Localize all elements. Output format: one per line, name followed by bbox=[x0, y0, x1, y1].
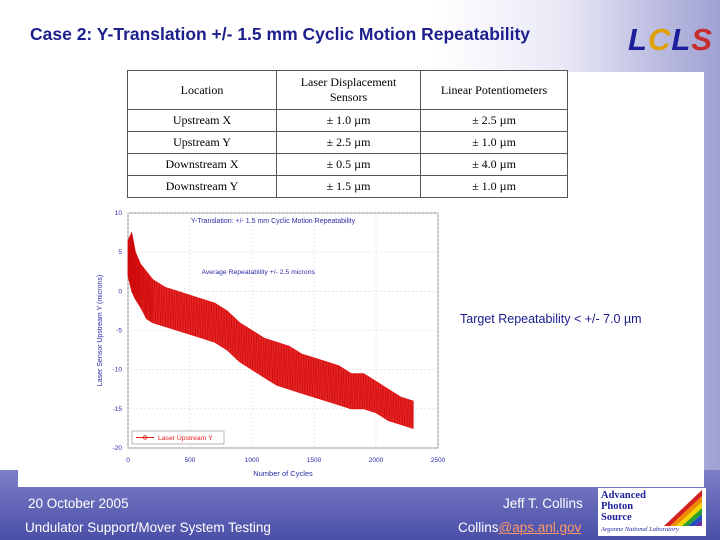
y-tick-label: 0 bbox=[118, 288, 122, 295]
y-tick-label: -20 bbox=[113, 445, 123, 452]
email-name: Collins bbox=[458, 520, 499, 535]
footer-date: 20 October 2005 bbox=[28, 496, 129, 511]
table-header: Laser Displacement Sensors bbox=[276, 70, 421, 110]
footer-project: Undulator Support/Mover System Testing bbox=[25, 520, 271, 535]
rainbow-logo-icon bbox=[664, 490, 702, 526]
y-tick-label: -10 bbox=[113, 367, 123, 374]
repeatability-table: Location Laser Displacement Sensors Line… bbox=[127, 70, 568, 198]
table-row: Downstream Y ± 1.5 µm ± 1.0 µm bbox=[127, 175, 568, 198]
table-cell: Upstream Y bbox=[127, 131, 277, 154]
table-cell: ± 4.0 µm bbox=[420, 153, 568, 176]
table-header-row: Location Laser Displacement Sensors Line… bbox=[127, 70, 568, 110]
x-tick-label: 500 bbox=[185, 457, 196, 464]
x-tick-label: 2000 bbox=[369, 457, 384, 464]
email-link[interactable]: @aps.anl.gov bbox=[498, 520, 582, 535]
x-tick-label: 1000 bbox=[245, 457, 260, 464]
table-row: Upstream X ± 1.0 µm ± 2.5 µm bbox=[127, 109, 568, 132]
target-repeatability-note: Target Repeatability < +/- 7.0 µm bbox=[460, 312, 642, 326]
table-cell: ± 1.5 µm bbox=[276, 175, 421, 198]
table-cell: Downstream Y bbox=[127, 175, 277, 198]
repeatability-chart: 0 500 1000 1500 2000 2500 10 5 0 -5 -10 -15 -20 Y-Tra… bbox=[97, 210, 446, 478]
table-cell: ± 2.5 µm bbox=[276, 131, 421, 154]
aps-logo: Advanced Photon Source Argonne National … bbox=[598, 488, 706, 536]
series-band-laser-upstream-y bbox=[127, 231, 414, 429]
table-cell: Upstream X bbox=[127, 109, 277, 132]
x-axis-label: Number of Cycles bbox=[253, 469, 313, 478]
chart-title: Y-Translation: +/- 1.5 mm Cyclic Motion … bbox=[191, 218, 356, 225]
series-line-laser-upstream-y bbox=[127, 233, 414, 429]
legend-label: Laser Upstream Y bbox=[158, 435, 213, 442]
y-tick-label: -5 bbox=[116, 328, 122, 335]
x-tick-label: 1500 bbox=[307, 457, 322, 464]
slide-title: Case 2: Y-Translation +/- 1.5 mm Cyclic … bbox=[30, 24, 531, 44]
table-cell: ± 1.0 µm bbox=[276, 109, 421, 132]
table-cell: ± 0.5 µm bbox=[276, 153, 421, 176]
legend-marker bbox=[142, 435, 148, 440]
aps-logo-subtext: Argonne National Laboratory bbox=[601, 526, 679, 533]
lcls-logo: LCLS bbox=[628, 22, 713, 57]
table-cell: ± 1.0 µm bbox=[420, 131, 568, 154]
table-header: Location bbox=[127, 70, 277, 110]
aps-logo-text: Advanced Photon Source bbox=[601, 490, 646, 523]
x-tick-label: 2500 bbox=[431, 457, 446, 464]
footer-email[interactable]: Collins@aps.anl.gov bbox=[458, 520, 581, 535]
table-cell: ± 2.5 µm bbox=[420, 109, 568, 132]
table-row: Upstream Y ± 2.5 µm ± 1.0 µm bbox=[127, 131, 568, 154]
table-cell: ± 1.0 µm bbox=[420, 175, 568, 198]
legend-box bbox=[131, 430, 225, 445]
chart-annotation: Average Repeatability +/- 2.5 microns bbox=[201, 269, 315, 276]
y-tick-label: -15 bbox=[113, 406, 123, 413]
x-tick-label: 0 bbox=[126, 457, 130, 464]
table-header: Linear Potentiometers bbox=[420, 70, 568, 110]
table-row: Downstream X ± 0.5 µm ± 4.0 µm bbox=[127, 153, 568, 176]
table-cell: Downstream X bbox=[127, 153, 277, 176]
y-axis-label: Laser Sensor Upstream Y (microns) bbox=[97, 275, 104, 386]
footer-author: Jeff T. Collins bbox=[503, 496, 583, 511]
y-tick-label: 10 bbox=[115, 210, 123, 217]
y-tick-label: 5 bbox=[118, 249, 122, 256]
